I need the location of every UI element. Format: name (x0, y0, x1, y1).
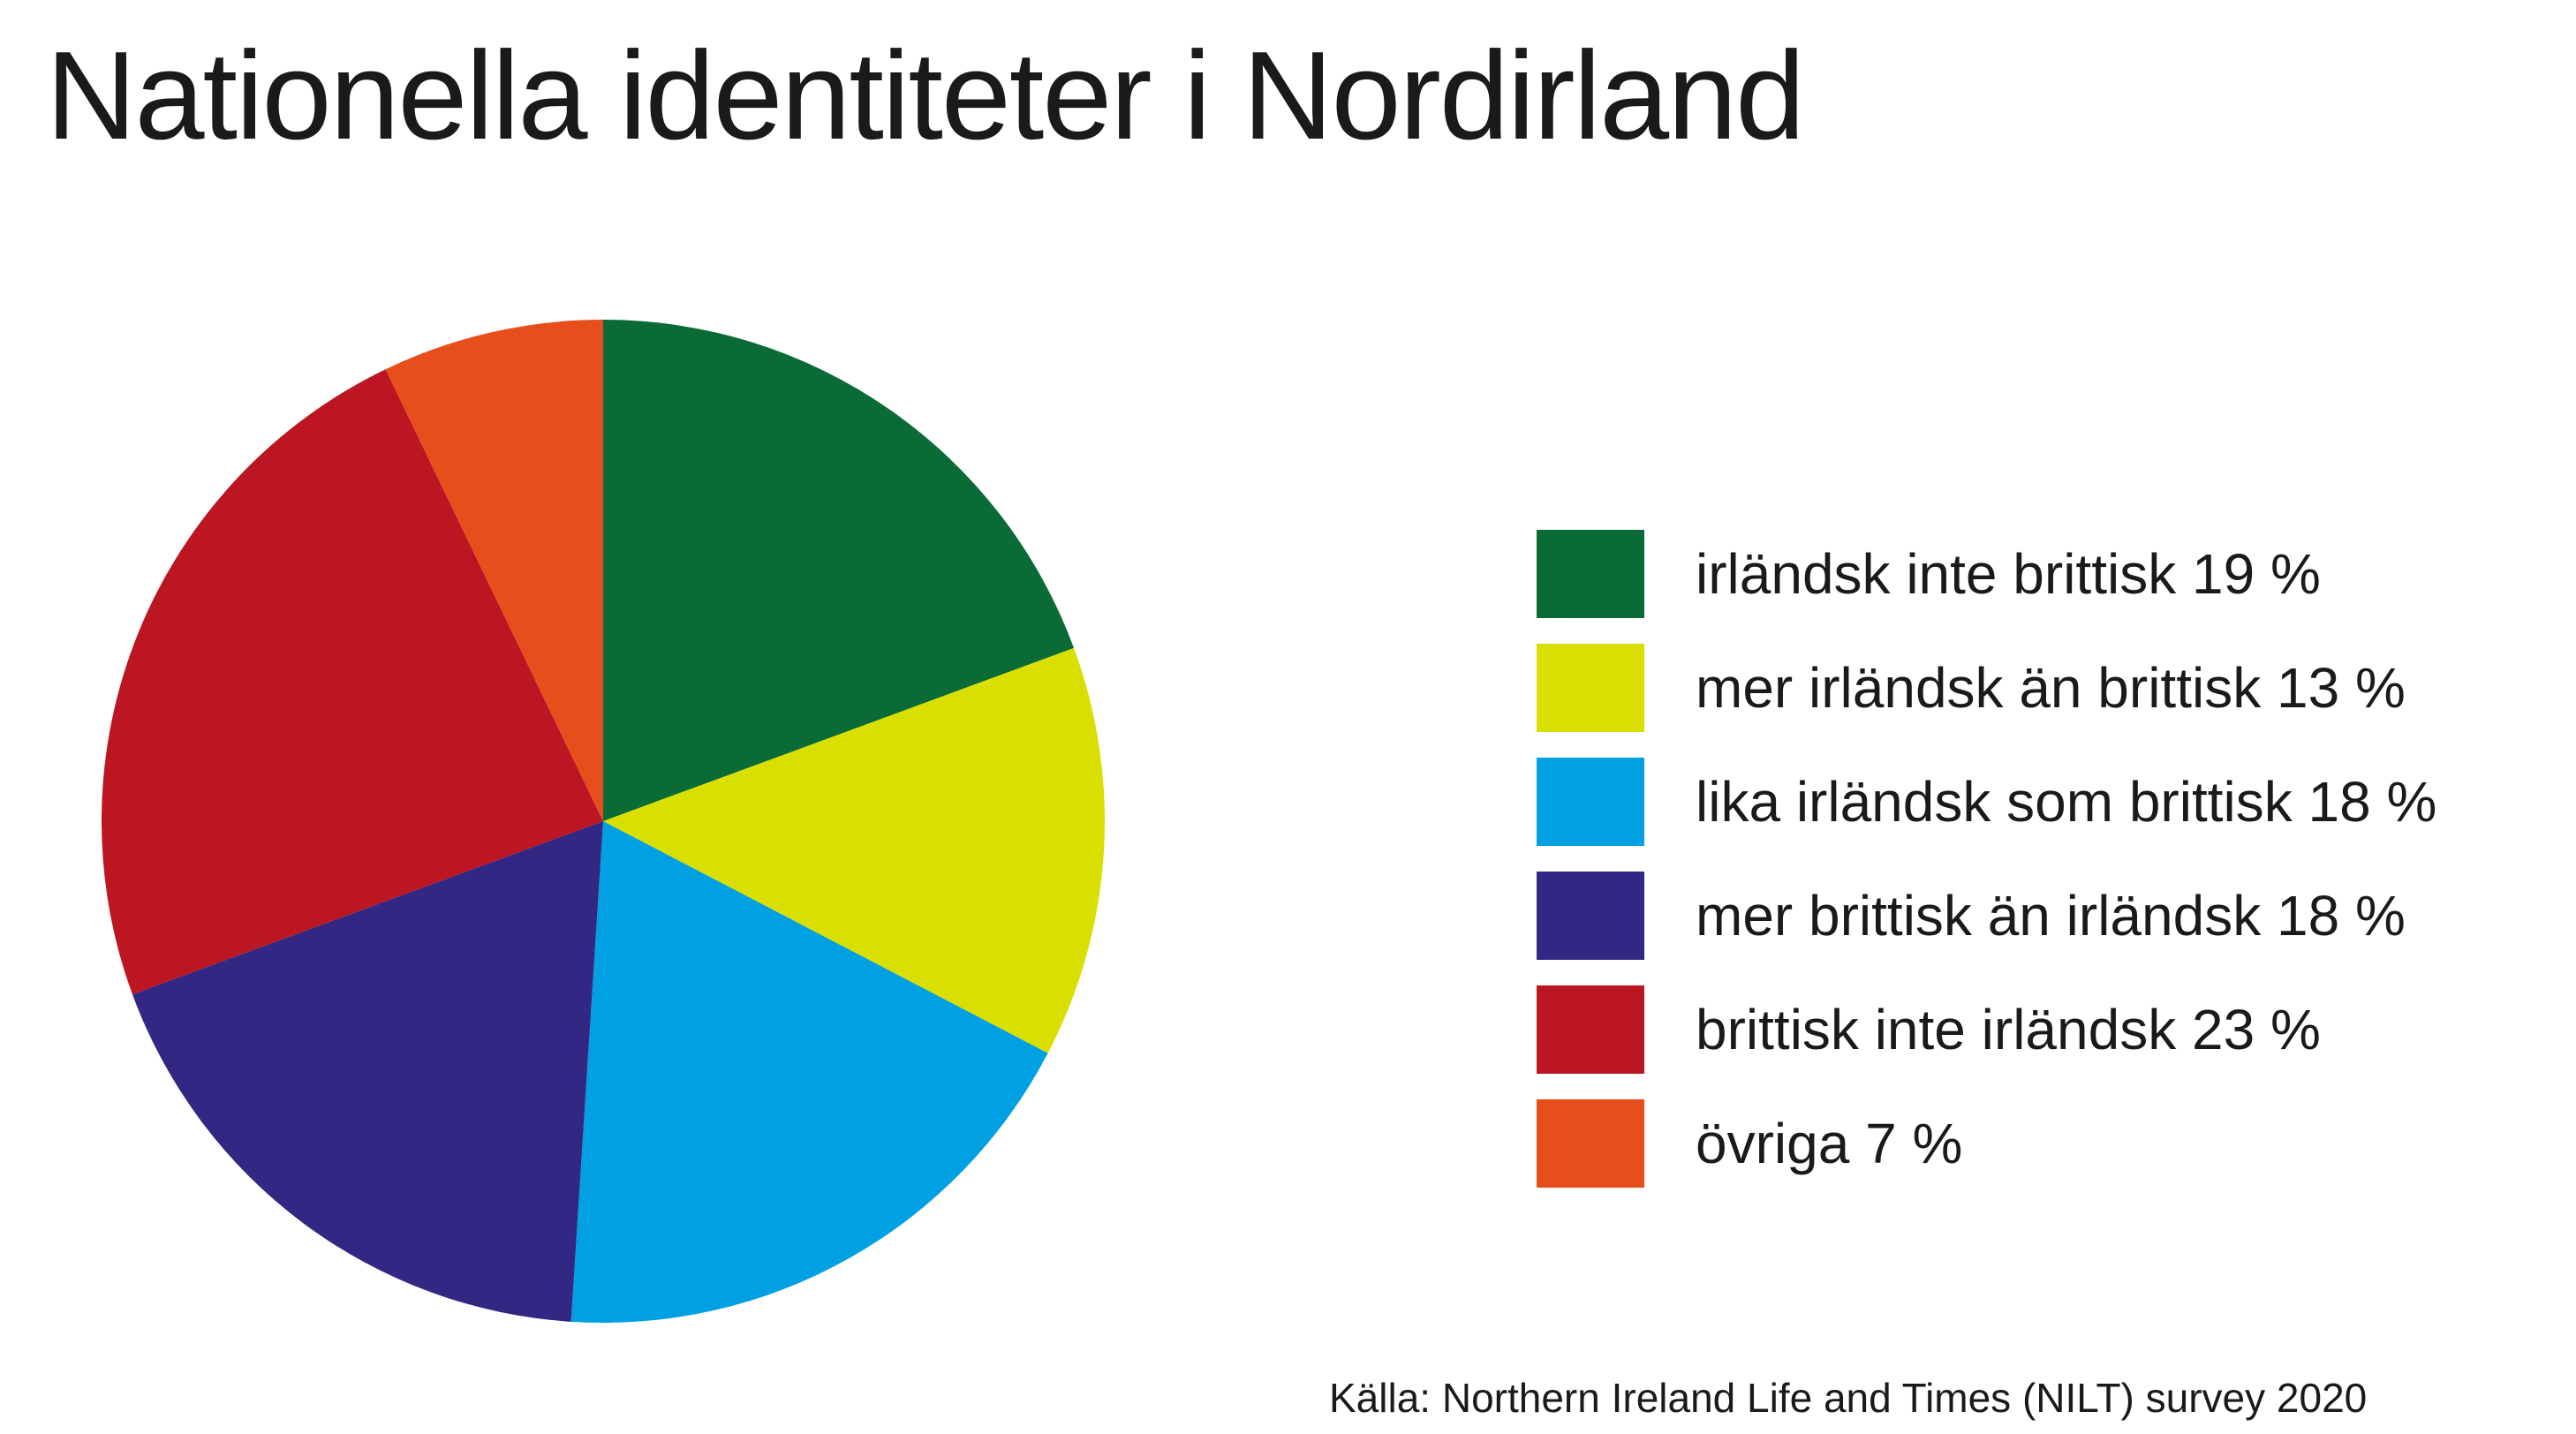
legend-swatch (1537, 644, 1644, 732)
legend-swatch (1537, 1099, 1644, 1188)
chart-title: Nationella identiteter i Nordirland (46, 26, 1805, 166)
legend-label: mer irländsk än brittisk 13 % (1696, 656, 2406, 720)
legend-item: irländsk inte brittisk 19 % (1537, 530, 2552, 618)
legend-item: brittisk inte irländsk 23 % (1537, 985, 2552, 1074)
pie-slice (385, 320, 603, 821)
legend-item: övriga 7 % (1537, 1099, 2552, 1188)
pie-slice (603, 647, 1106, 1053)
legend-swatch (1537, 758, 1644, 846)
pie-slice (132, 821, 603, 1322)
source-note: Källa: Northern Ireland Life and Times (… (1329, 1375, 2368, 1421)
legend-swatch (1537, 985, 1644, 1074)
legend-swatch (1537, 530, 1644, 618)
legend-item: lika irländsk som brittisk 18 % (1537, 758, 2552, 846)
legend-swatch (1537, 872, 1644, 960)
legend-label: brittisk inte irländsk 23 % (1696, 998, 2321, 1061)
pie-slice (603, 320, 1075, 821)
legend-label: mer brittisk än irländsk 18 % (1696, 884, 2406, 947)
legend-item: mer brittisk än irländsk 18 % (1537, 872, 2552, 960)
legend-label: övriga 7 % (1696, 1112, 1963, 1175)
legend: irländsk inte brittisk 19 % mer irländsk… (1537, 530, 2552, 1213)
pie-slice (570, 821, 1048, 1323)
legend-label: irländsk inte brittisk 19 % (1696, 542, 2321, 606)
pie-slice (101, 369, 604, 995)
legend-item: mer irländsk än brittisk 13 % (1537, 644, 2552, 732)
legend-label: lika irländsk som brittisk 18 % (1696, 770, 2437, 834)
